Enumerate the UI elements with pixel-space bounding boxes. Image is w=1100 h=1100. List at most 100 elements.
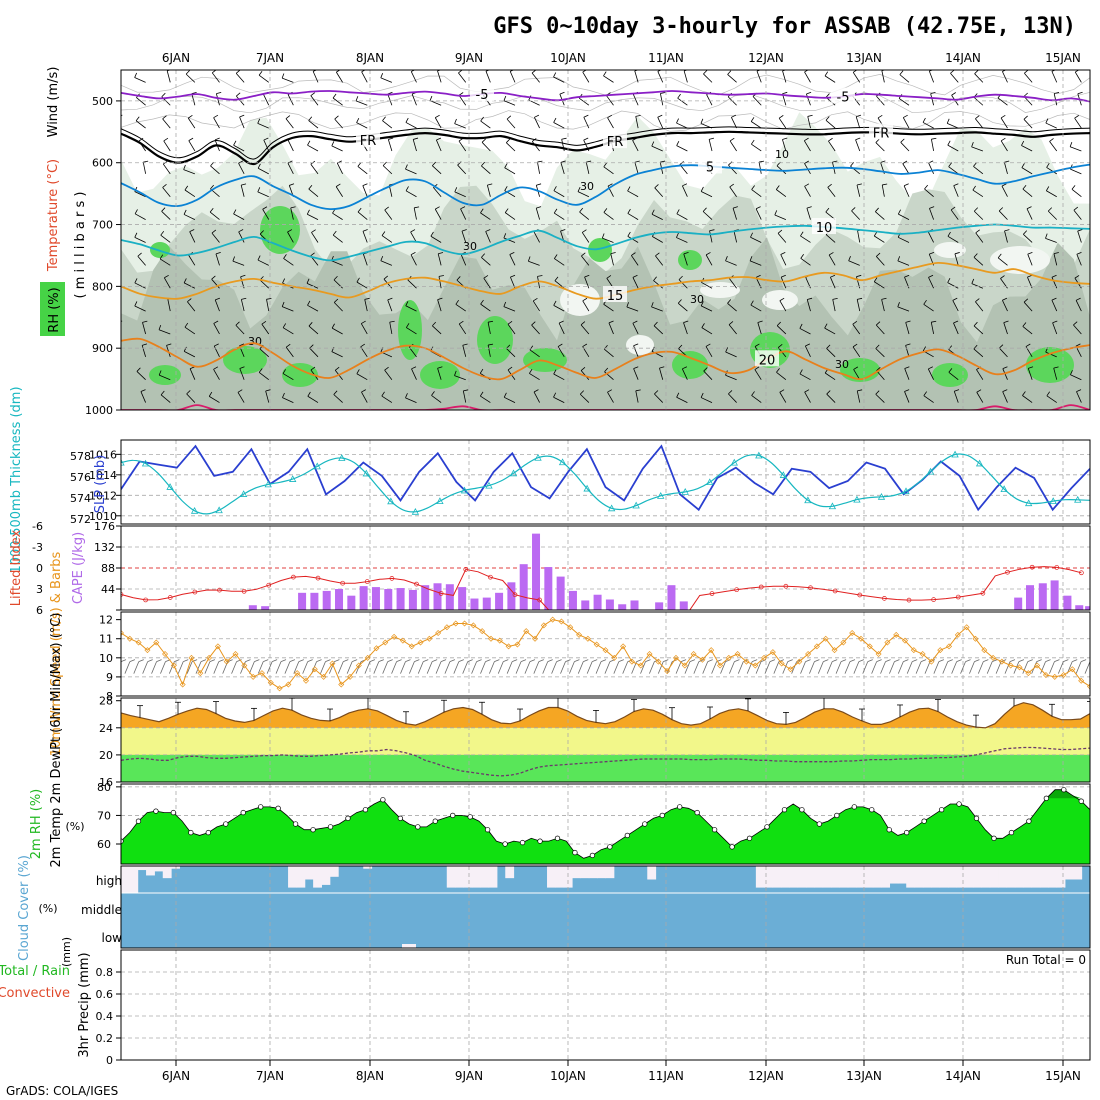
cape-bar <box>483 598 491 610</box>
cloud-high-gap <box>873 866 882 888</box>
wind10m-barb <box>116 662 121 674</box>
wind-barb-flag <box>116 367 121 369</box>
cloud-high-gap <box>472 866 481 888</box>
cape-bar <box>323 591 331 610</box>
cloud-high-gap <box>848 866 857 888</box>
cloud-fill <box>121 866 1090 948</box>
wind10m-barb <box>1058 662 1063 674</box>
thickness-tick-label: 578 <box>70 450 91 463</box>
rh-marker <box>782 807 787 812</box>
wind10m-barb <box>881 662 886 674</box>
cape-tick-label: 44 <box>101 583 115 596</box>
wind10m-barb <box>160 662 165 674</box>
wind10m-barb <box>214 662 219 674</box>
wind10m-barb-flag <box>459 660 464 662</box>
wind10m-barb-flag <box>210 660 215 662</box>
temp-tick-label: 24 <box>99 722 113 735</box>
rh-marker <box>223 822 228 827</box>
wind-barb <box>118 117 121 128</box>
wind10m-barb-flag <box>966 660 971 662</box>
date-label-top: 7JAN <box>256 51 284 65</box>
wind10m-barb <box>400 662 405 674</box>
wind10m-barb-flag <box>388 660 393 662</box>
cloud-high-gap <box>1040 866 1049 888</box>
rh-blob-high <box>672 351 708 379</box>
cloud-high-gap <box>781 866 790 888</box>
cloud-high-gap <box>129 866 138 893</box>
date-labels-top: 6JAN 7JAN 8JAN 9JAN 10JAN 11JAN 12JAN 13JAN 14JA… <box>162 51 1081 65</box>
wind10m-barb-flag <box>503 660 508 662</box>
cloud-high-gap <box>1006 866 1015 888</box>
cloud-high-gap <box>480 866 489 888</box>
pressure-ticks: 5006007008009001000 <box>85 95 121 417</box>
cape-bar <box>310 593 318 610</box>
wind10m-barb-flag <box>850 660 855 662</box>
wind10m-barb-flag <box>637 660 642 662</box>
wind10m-barb-flag <box>121 660 126 662</box>
pressure-tick-label: 900 <box>92 342 113 355</box>
ylabel-cloud: Cloud Cover (%) <box>17 855 32 961</box>
wind10m-barb <box>436 662 441 674</box>
wind10m-barb-flag <box>832 660 837 662</box>
wind10m-barb-flag <box>1054 660 1059 662</box>
rh-marker <box>468 815 473 820</box>
cloud-high-gap <box>906 866 915 888</box>
rh-marker <box>939 807 944 812</box>
li-tick-label: 6 <box>36 604 43 617</box>
wind-frame <box>121 612 1090 696</box>
date-label-top: 12JAN <box>748 51 784 65</box>
rh-level-label: 10 <box>775 148 789 161</box>
date-label-bottom: 13JAN <box>846 1069 882 1083</box>
wind10m-barb <box>285 662 290 674</box>
rh-marker <box>573 850 578 855</box>
wind10m-barb <box>729 662 734 674</box>
wind10m-barb <box>783 662 788 674</box>
wind10m-barb <box>152 662 157 674</box>
wind10m-barb <box>738 662 743 674</box>
rh-marker <box>1027 819 1032 824</box>
rh-marker <box>189 830 194 835</box>
cape-bar <box>1014 598 1022 610</box>
wind-tick-label: 10 <box>99 652 113 665</box>
cape-bar <box>1075 605 1083 610</box>
wind10m-barb <box>809 662 814 674</box>
cloud-high-gap <box>915 866 924 888</box>
wind10m-barb <box>694 662 699 674</box>
date-label-bottom: 12JAN <box>748 1069 784 1083</box>
rh-gap <box>934 242 966 258</box>
cloud-high-gap <box>814 866 823 888</box>
rh2m-panel: 607080(%) 2m RH (%) <box>29 781 1090 864</box>
cape-bar <box>397 588 405 610</box>
cloud-high-gap <box>1057 866 1066 888</box>
wind10m-barb-flag <box>734 660 739 662</box>
wind10m-barb-flag <box>272 660 277 662</box>
rh-blob-high <box>678 250 702 270</box>
rh-ticks: 607080(%) <box>65 781 121 851</box>
wind10m-barb-flag <box>174 660 179 662</box>
wind10m-barb-flag <box>1028 660 1033 662</box>
wind10m-barb-flag <box>263 660 268 662</box>
pressure-tick-label: 600 <box>92 157 113 170</box>
precip-frame <box>121 950 1090 1060</box>
cloud-high-gap <box>881 866 890 888</box>
thickness-tick-label: 574 <box>70 492 91 505</box>
wind10m-barb-flag <box>1063 660 1068 662</box>
cloud-high-gap <box>923 866 932 888</box>
cloud-high-gap <box>990 866 999 888</box>
contour-label: FR <box>607 135 624 150</box>
wind10m-barb <box>969 662 974 674</box>
wind10m-barb <box>534 662 539 674</box>
wind10m-barb <box>774 662 779 674</box>
wind10m-barb-flag <box>477 660 482 662</box>
rh-marker <box>887 827 892 832</box>
date-label-bottom: 14JAN <box>945 1069 981 1083</box>
cloud-level-high: high <box>96 874 122 888</box>
wind10m-barb <box>898 662 903 674</box>
rh-unit-label: (%) <box>65 820 84 833</box>
wind10m-barb-flag <box>308 660 313 662</box>
date-label-bottom: 6JAN <box>162 1069 190 1083</box>
temp-tick-label: 28 <box>99 695 113 708</box>
band-green-overlay <box>121 755 1090 782</box>
cape-bar <box>409 590 417 610</box>
cloud-high-gap <box>948 866 957 888</box>
